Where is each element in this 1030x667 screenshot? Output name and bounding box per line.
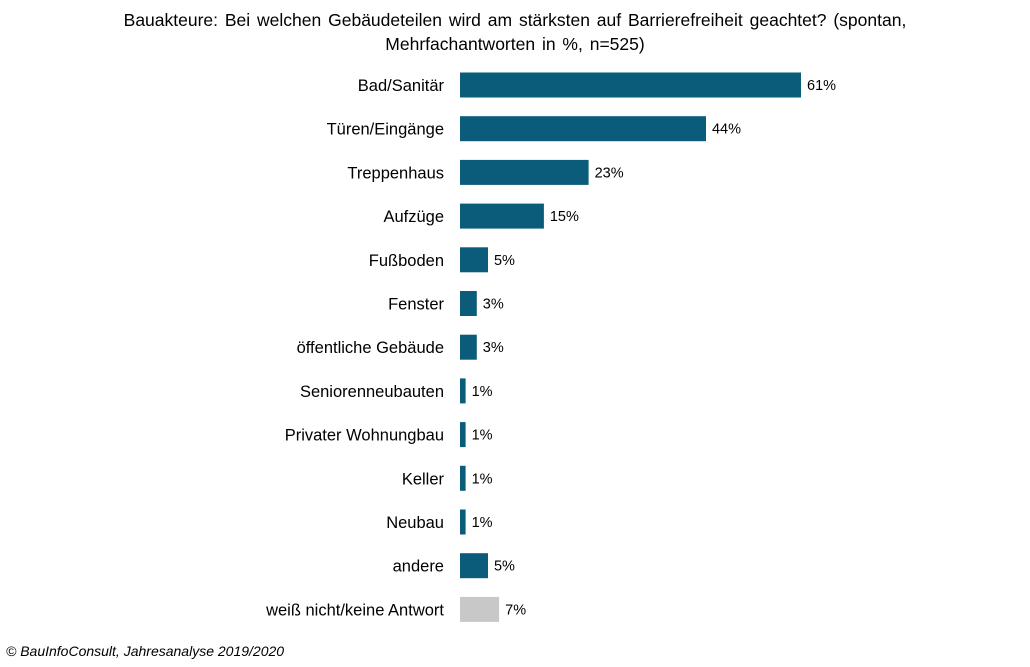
category-label: andere [393, 558, 444, 576]
category-label: Seniorenneubauten [300, 383, 444, 401]
value-label: 7% [505, 602, 526, 618]
bar [460, 334, 477, 360]
bar [460, 116, 706, 142]
chart-title-line-2: Mehrfachantworten in %, n=525) [385, 34, 645, 54]
bar [460, 159, 589, 185]
value-label: 23% [595, 165, 624, 181]
value-label: 1% [472, 428, 493, 444]
value-label: 1% [472, 515, 493, 531]
bar [460, 203, 544, 229]
category-label: Türen/Eingänge [327, 121, 444, 139]
value-label: 44% [712, 122, 741, 138]
category-label: Neubau [386, 514, 444, 532]
chart-title-line-1: Bauakteure: Bei welchen Gebäudeteilen wi… [123, 10, 907, 30]
value-label: 1% [472, 471, 493, 487]
bar [460, 247, 488, 273]
bar [460, 72, 801, 98]
value-label: 1% [472, 384, 493, 400]
chart-title: Bauakteure: Bei welchen Gebäudeteilen wi… [0, 8, 1030, 56]
category-label: Aufzüge [383, 208, 444, 226]
category-label: Fenster [388, 296, 444, 314]
value-label: 61% [807, 78, 836, 94]
bar [460, 422, 466, 448]
copyright-footer: © BauInfoConsult, Jahresanalyse 2019/202… [6, 643, 285, 659]
bar [460, 509, 466, 535]
value-label: 3% [483, 297, 504, 313]
category-label: weiß nicht/keine Antwort [265, 601, 444, 619]
bar [460, 553, 488, 579]
bar [460, 378, 466, 404]
value-label: 5% [494, 253, 515, 269]
bar [460, 596, 500, 622]
value-label: 5% [494, 559, 515, 575]
category-label: öffentliche Gebäude [297, 339, 444, 357]
bar [460, 465, 466, 491]
value-label: 3% [483, 340, 504, 356]
category-label: Privater Wohnungbau [285, 427, 444, 445]
bar [460, 291, 477, 316]
category-label: Keller [402, 470, 445, 488]
category-label: Treppenhaus [347, 164, 444, 182]
value-label: 15% [550, 209, 579, 225]
category-label: Bad/Sanitär [358, 77, 445, 95]
category-label: Fußboden [369, 252, 444, 270]
